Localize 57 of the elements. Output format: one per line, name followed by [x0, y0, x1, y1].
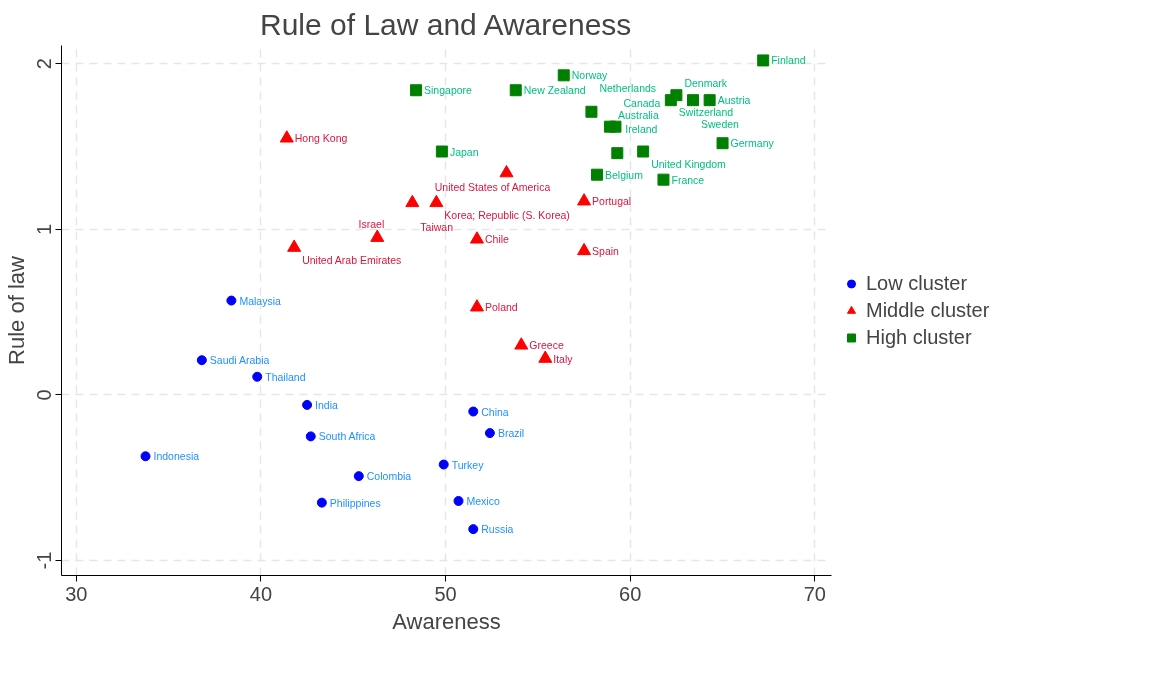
annotation: Ireland [625, 123, 658, 136]
annotation: Thailand [265, 370, 306, 383]
x-tick-label: 50 [434, 582, 457, 605]
annotation: New Zealand [523, 84, 586, 97]
annotation: France [671, 173, 705, 186]
y-tick-label: 0 [32, 389, 55, 401]
annotation: Poland [484, 301, 518, 314]
x-tick-label: 60 [619, 582, 642, 605]
annotation: Norway [571, 69, 609, 82]
annotation: United Arab Emirates [302, 253, 402, 266]
annotation: Australia [617, 108, 659, 121]
x-axis-title: Awareness [392, 608, 501, 634]
annotation: Taiwan [420, 220, 454, 233]
annotation: Colombia [366, 470, 412, 483]
annotation: Portugal [592, 195, 632, 208]
annotation: Turkey [451, 458, 485, 471]
annotation: Belgium [604, 168, 644, 181]
annotation: United States of America [434, 181, 551, 194]
annotation: Singapore [424, 84, 473, 97]
x-tick-label: 40 [249, 582, 273, 605]
annotation: India [315, 398, 339, 411]
annotation: Spain [592, 244, 620, 257]
annotation: Austria [717, 94, 751, 107]
annotation: Canada [623, 96, 661, 109]
annotation: Philippines [329, 496, 381, 509]
annotation: Mexico [466, 494, 500, 507]
legend-label: Low cluster [866, 271, 968, 295]
annotation: Saudi Arabia [209, 354, 270, 367]
annotation: Indonesia [153, 450, 200, 463]
annotation: Netherlands [599, 81, 657, 94]
annotation: Israel [358, 217, 385, 230]
y-tick-label: 2 [32, 58, 55, 70]
x-tick-label: 30 [65, 582, 88, 605]
annotation: Switzerland [678, 106, 734, 119]
annotation: Russia [481, 523, 514, 536]
x-tick-label: 70 [803, 582, 827, 605]
annotation: United Kingdom [651, 157, 727, 170]
annotation: South Africa [318, 430, 376, 443]
annotation: Denmark [684, 77, 728, 90]
y-tick-label: 1 [32, 223, 55, 235]
annotation: Greece [529, 339, 564, 352]
annotation: Japan [449, 145, 479, 158]
annotation: Finland [771, 54, 806, 67]
legend-label: High cluster [866, 325, 972, 349]
annotation: Chile [484, 233, 510, 246]
y-axis-title: Rule of law [3, 255, 29, 365]
annotation: Sweden [701, 118, 740, 131]
annotation: Hong Kong [294, 132, 348, 145]
annotation: Malaysia [239, 294, 281, 307]
chart-title: Rule of Law and Awareness [260, 7, 632, 41]
annotation: Italy [553, 352, 574, 365]
annotation: Korea; Republic (S. Korea) [444, 208, 570, 221]
annotation: China [481, 405, 509, 418]
y-tick-label: -1 [32, 551, 55, 570]
legend-label: Middle cluster [866, 298, 990, 322]
annotation: Germany [730, 137, 775, 150]
annotation: Brazil [497, 427, 525, 440]
